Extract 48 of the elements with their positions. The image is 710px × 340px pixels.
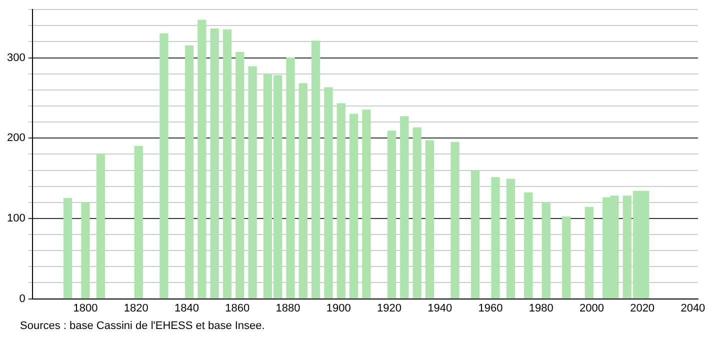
bar xyxy=(81,202,90,299)
y-tick-label: 300 xyxy=(6,52,26,64)
bar xyxy=(425,140,434,299)
bar xyxy=(506,178,516,299)
bar xyxy=(362,110,371,299)
bar xyxy=(412,127,422,299)
bar xyxy=(450,142,460,299)
bar xyxy=(349,114,358,299)
x-tick-label: 1820 xyxy=(124,302,148,314)
bar xyxy=(336,103,346,299)
bar xyxy=(387,130,396,299)
bar xyxy=(184,45,194,299)
x-tick-label: 1860 xyxy=(225,302,250,314)
bar xyxy=(210,28,219,299)
bar xyxy=(198,20,206,299)
source-note: Sources : base Cassini de l'EHESS et base Insee. xyxy=(20,320,265,332)
bar xyxy=(96,154,106,299)
bar xyxy=(491,177,500,299)
bar xyxy=(400,116,409,299)
x-tick-label: 2040 xyxy=(680,302,706,314)
x-tick-label: 1840 xyxy=(174,302,199,314)
bar xyxy=(298,83,308,299)
bar xyxy=(160,33,168,299)
bar xyxy=(134,146,143,299)
x-tick-label: 1900 xyxy=(326,302,351,314)
x-tick-label: 1880 xyxy=(276,302,300,314)
bar xyxy=(324,87,333,299)
y-tick-label: 100 xyxy=(6,212,26,224)
bar xyxy=(562,216,571,299)
bar xyxy=(311,40,320,299)
bar xyxy=(236,52,244,299)
bar xyxy=(286,57,295,299)
x-tick-label: 1940 xyxy=(428,302,452,314)
bar xyxy=(524,192,533,299)
x-tick-label: 1960 xyxy=(478,302,503,314)
y-tick-label: 200 xyxy=(6,132,26,144)
bar xyxy=(222,29,232,299)
x-tick-label: 2020 xyxy=(630,302,655,314)
bar xyxy=(63,198,72,299)
x-tick-label: 2000 xyxy=(579,302,604,314)
y-tick-label: 0 xyxy=(19,292,26,305)
bar xyxy=(542,202,550,299)
bar xyxy=(584,206,594,299)
bar xyxy=(248,66,257,299)
bar xyxy=(470,170,480,299)
x-tick-label: 1920 xyxy=(376,302,402,314)
x-tick-label: 1800 xyxy=(73,302,98,314)
x-tick-label: 1980 xyxy=(528,302,554,314)
